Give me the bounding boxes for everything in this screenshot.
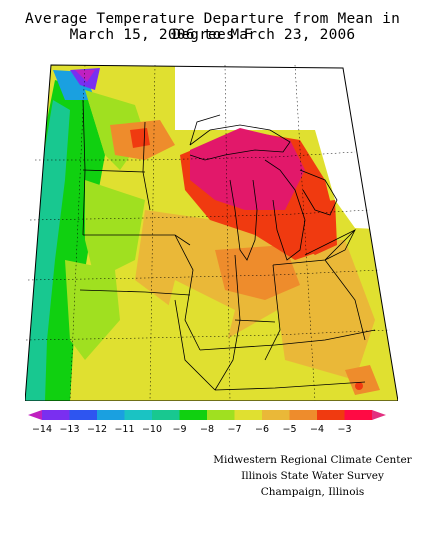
legend-tick-label: −8 — [200, 424, 214, 435]
legend-swatch — [234, 410, 263, 420]
legend-tick-label: −11 — [114, 424, 134, 435]
credit-line-2: Illinois State Water Survey — [241, 470, 384, 482]
legend-swatch — [152, 410, 180, 420]
color-legend: −14 −13 −12 −11 −10 −9 −8 −7 −6 −5 −4 −3 — [28, 410, 386, 435]
map-title: Average Temperature Departure from Mean … — [24, 11, 401, 43]
graticule — [25, 64, 391, 401]
legend-swatch — [179, 410, 208, 420]
legend-swatch — [289, 410, 318, 420]
legend-swatch — [97, 410, 125, 420]
legend-swatch — [344, 410, 373, 420]
legend-tick-label: −9 — [172, 424, 186, 435]
map-fill — [25, 65, 398, 401]
legend-swatch — [317, 410, 345, 420]
legend-tick-label: −4 — [310, 424, 324, 435]
legend-tick-label: −12 — [87, 424, 107, 435]
legend-swatch — [207, 410, 235, 420]
legend-tick-label: −10 — [142, 424, 162, 435]
credit-line-1: Midwestern Regional Climate Center — [213, 454, 412, 466]
legend-swatch — [69, 410, 98, 420]
map-border — [25, 64, 398, 401]
legend-tick-label: −3 — [337, 424, 351, 435]
legend-swatch — [42, 410, 70, 420]
legend-tick-label: −14 — [32, 424, 52, 435]
legend-tick-label: −7 — [227, 424, 241, 435]
legend-swatch — [262, 410, 290, 420]
temperature-departure-map — [25, 64, 398, 401]
legend-tick-label: −6 — [255, 424, 269, 435]
legend-arrow-high — [372, 410, 386, 420]
credit-line-3: Champaign, Illinois — [260, 486, 365, 498]
legend-arrow-low — [28, 410, 42, 420]
legend-swatch — [124, 410, 153, 420]
legend-tick-label: −13 — [59, 424, 79, 435]
legend-tick-label: −5 — [282, 424, 296, 435]
map-subtitle: March 15, 2006 to March 23, 2006 — [69, 27, 356, 43]
state-boundaries — [79, 99, 376, 391]
